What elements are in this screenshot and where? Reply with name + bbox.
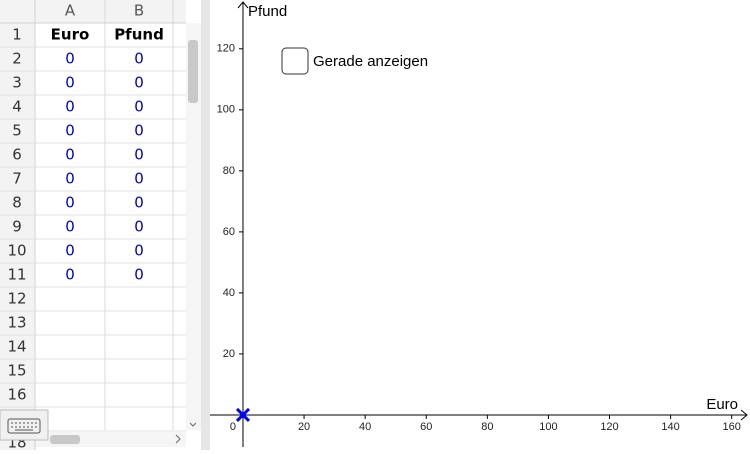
x-tick-label: 100 [539,421,557,433]
cell: 0 [134,122,144,140]
column-header: A [65,2,76,20]
row-number: 8 [12,194,22,212]
keyboard-button[interactable] [0,409,49,441]
cell: 0 [134,98,144,116]
row-number: 7 [12,170,22,188]
x-tick-label: 40 [359,421,371,433]
sheet: AB123456789101112131415161718EuroPfund00… [0,0,186,452]
x-tick-label: 20 [298,421,310,433]
cell: 0 [65,50,75,68]
h-scroll-thumb[interactable] [50,435,80,444]
x-tick-label: 80 [481,421,493,433]
x-tick-label: 160 [722,421,740,433]
y-tick-label: 60 [223,226,235,238]
cell: 0 [65,218,75,236]
y-tick-label: 80 [223,165,235,177]
x-tick-label: 0 [230,421,236,433]
row-number: 12 [7,290,26,308]
cell: 0 [65,146,75,164]
row-header-bg [0,0,35,450]
cell: 0 [65,74,75,92]
divider[interactable] [201,0,210,450]
checkbox[interactable] [281,47,309,75]
scroll-right-arrow[interactable] [175,434,181,444]
x-axis-label: Euro [706,396,738,413]
point [235,407,251,423]
row-number: 4 [12,98,22,116]
y-tick-label: 20 [223,348,235,360]
row-number: 5 [12,122,22,140]
cell: 0 [134,74,144,92]
cell: 0 [65,170,75,188]
cell: 0 [65,266,75,284]
cell: 0 [134,218,144,236]
v-scroll-thumb[interactable] [188,40,198,103]
v-scrollbar[interactable] [186,23,201,430]
row-number: 3 [12,74,22,92]
x-tick-label: 120 [600,421,618,433]
cell: Euro [51,26,90,44]
y-tick-label: 40 [223,287,235,299]
x-tick-label: 60 [420,421,432,433]
cell: 0 [134,50,144,68]
column-header: B [134,2,144,20]
row-number: 2 [12,50,22,68]
row-number: 1 [12,26,22,44]
row-number: 15 [7,362,26,380]
cell: 0 [65,122,75,140]
cell: 0 [134,170,144,188]
y-tick-label: 100 [217,104,235,116]
checkbox-label[interactable]: Gerade anzeigen [313,53,428,70]
row-number: 14 [7,338,26,356]
row-number: 6 [12,146,22,164]
y-axis-arrow [237,1,249,9]
cell: 0 [134,194,144,212]
row-number: 9 [12,218,22,236]
x-axis-arrow [740,409,748,421]
x-tick-label: 140 [661,421,679,433]
cell: 0 [134,146,144,164]
column-header-bg [0,0,186,23]
cell: 0 [65,194,75,212]
row-number: 11 [7,266,26,284]
cell: 0 [65,98,75,116]
cell: 0 [65,242,75,260]
cell: 0 [134,266,144,284]
row-number: 13 [7,314,26,332]
graphics-view: 0 20 40 60 80 100 120 140 160 20 40 60 80 100 120 Euro P… [210,1,748,447]
y-tick-label: 120 [217,43,235,55]
row-number: 10 [7,242,26,260]
scroll-down-arrow[interactable] [189,422,197,427]
cell: Pfund [114,26,164,44]
y-axis-label: Pfund [248,3,287,20]
cell: 0 [134,242,144,260]
row-number: 16 [7,386,26,404]
